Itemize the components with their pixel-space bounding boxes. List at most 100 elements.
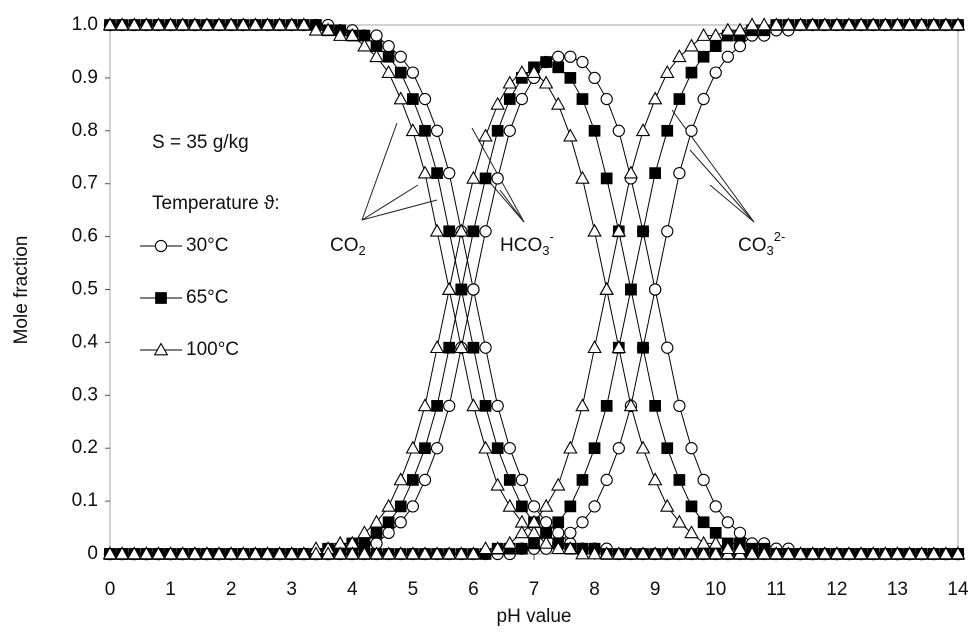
marker-triangle: [308, 546, 324, 560]
marker-triangle: [114, 546, 130, 560]
marker-triangle: [417, 546, 433, 560]
marker-triangle: [672, 546, 687, 560]
marker-triangle: [696, 27, 711, 41]
marker-triangle: [647, 91, 663, 105]
marker-triangle: [357, 546, 372, 560]
marker-triangle: [732, 541, 748, 555]
legend-title: Temperature ϑ:: [152, 193, 280, 214]
marker-square: [503, 93, 516, 105]
marker-circle: [685, 442, 698, 455]
y-tick-label: 0.4: [72, 331, 99, 352]
marker-circle: [382, 40, 395, 53]
marker-triangle: [454, 340, 469, 354]
marker-circle: [430, 442, 444, 455]
marker-triangle: [902, 546, 917, 560]
marker-triangle: [417, 398, 433, 412]
marker-triangle: [139, 546, 154, 560]
marker-triangle: [575, 546, 590, 560]
marker-triangle: [611, 546, 627, 560]
x-tick-label: 7: [529, 579, 540, 600]
curve-line: [110, 24, 958, 555]
marker-circle: [443, 166, 456, 180]
marker-triangle: [732, 22, 748, 36]
marker-triangle: [187, 17, 203, 31]
marker-square: [503, 474, 516, 486]
marker-triangle: [248, 17, 263, 31]
marker-triangle: [623, 398, 639, 412]
leader-line: [499, 189, 525, 223]
marker-triangle: [853, 546, 869, 560]
y-tick-label: 0.3: [72, 384, 98, 405]
species-label-co2: CO2: [330, 235, 366, 258]
marker-circle: [382, 526, 395, 539]
marker-triangle: [429, 340, 445, 354]
marker-square: [709, 40, 722, 53]
marker-triangle: [187, 546, 203, 560]
label-sup: 2-: [774, 229, 786, 244]
marker-triangle: [744, 17, 760, 31]
marker-triangle: [926, 17, 942, 31]
marker-triangle: [635, 440, 651, 454]
marker-circle: [600, 473, 613, 487]
series-lines: [110, 24, 958, 555]
marker-circle: [733, 526, 747, 539]
marker-triangle: [272, 546, 287, 560]
salinity-note: S = 35 g/kg: [152, 132, 249, 153]
marker-triangle: [199, 546, 215, 560]
marker-triangle: [272, 17, 287, 31]
marker-circle: [479, 341, 492, 354]
marker-triangle: [405, 546, 421, 560]
label-sub: 2: [359, 243, 366, 258]
marker-square: [600, 400, 613, 412]
leader-line: [361, 184, 419, 221]
marker-triangle: [793, 17, 808, 31]
marker-triangle: [756, 546, 772, 560]
marker-triangle: [805, 546, 820, 560]
curve-line: [110, 24, 958, 555]
x-tick-label: 13: [887, 579, 908, 600]
species-label-hco3: HCO3-: [500, 229, 554, 258]
marker-triangle: [369, 546, 384, 560]
marker-triangle: [308, 22, 324, 36]
marker-triangle: [696, 546, 711, 560]
marker-circle: [503, 124, 516, 137]
marker-triangle: [223, 17, 239, 31]
marker-square: [588, 124, 601, 137]
marker-square: [479, 400, 492, 412]
label-sup: -: [549, 229, 553, 244]
marker-circle: [576, 516, 589, 529]
marker-triangle: [526, 525, 542, 539]
y-tick-label: 1.0: [72, 14, 98, 35]
leader-line: [709, 184, 755, 223]
marker-triangle: [466, 398, 481, 412]
series-markers: [102, 17, 966, 561]
marker-triangle: [260, 546, 275, 560]
marker-triangle: [611, 340, 627, 354]
marker-triangle: [405, 440, 421, 454]
marker-triangle: [696, 535, 711, 549]
marker-triangle: [175, 546, 190, 560]
plot-frame: [109, 24, 959, 555]
marker-square: [697, 50, 710, 63]
marker-triangle: [563, 440, 578, 454]
marker-triangle: [647, 472, 663, 486]
x-tick-label: 3: [286, 579, 297, 600]
marker-triangle: [478, 541, 493, 555]
leader-line: [689, 149, 755, 223]
marker-square: [661, 124, 674, 137]
marker-triangle: [490, 541, 505, 555]
marker-triangle: [672, 49, 687, 63]
marker-triangle: [914, 546, 929, 560]
marker-square: [370, 526, 383, 539]
marker-square: [649, 400, 661, 412]
marker-triangle: [393, 546, 408, 560]
marker-square: [394, 66, 407, 79]
marker-square: [467, 341, 480, 354]
marker-triangle: [429, 546, 445, 560]
marker-circle: [443, 399, 456, 413]
marker-triangle: [914, 17, 929, 31]
marker-triangle: [151, 546, 166, 560]
marker-circle: [673, 399, 686, 413]
